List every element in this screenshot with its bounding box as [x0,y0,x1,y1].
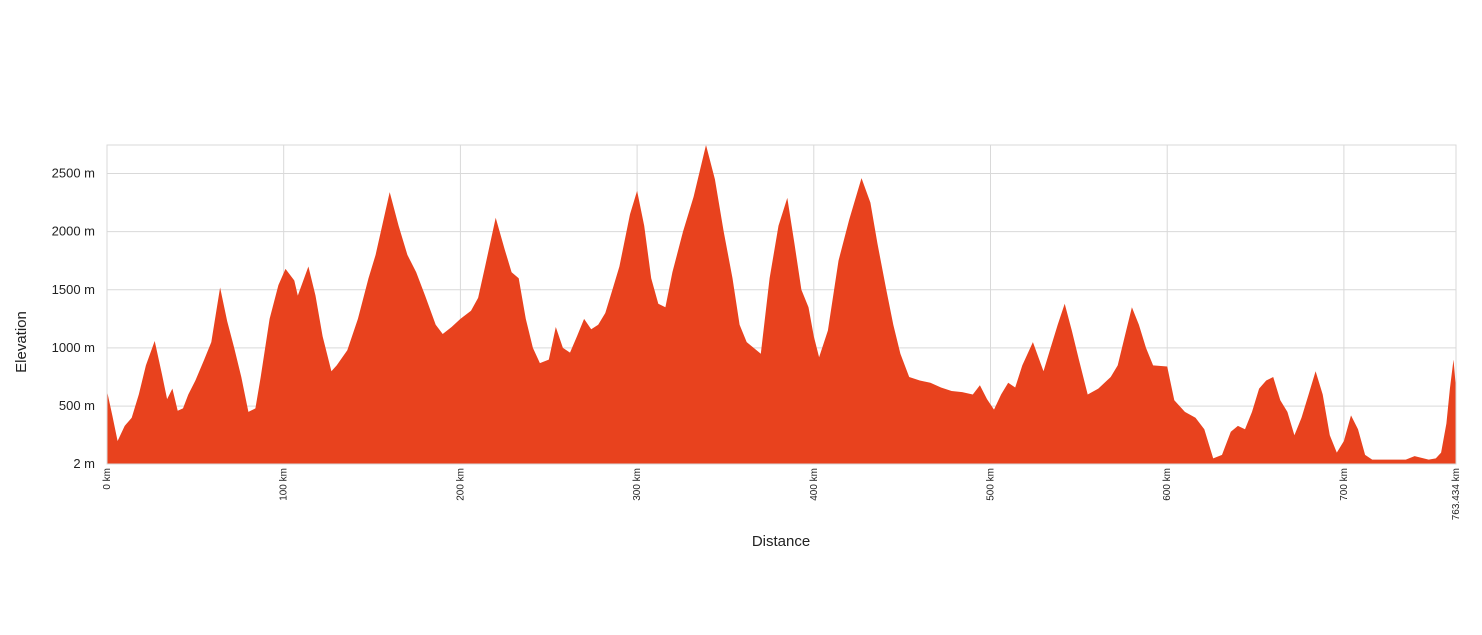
x-tick-label: 100 km [279,468,290,501]
x-axis-ticks: 0 km 100 km 200 km 300 km 400 km 500 km 600 km… [102,468,1462,520]
elevation-area [107,145,1456,464]
y-tick-label: 1000 m [52,340,95,355]
x-tick-label: 200 km [455,468,466,501]
y-tick-label: 2 m [73,456,95,471]
y-tick-label: 2500 m [52,165,95,180]
y-tick-label: 2000 m [52,224,95,239]
x-tick-label: 0 km [102,468,113,490]
x-tick-label: 600 km [1162,468,1173,501]
x-tick-label: 700 km [1339,468,1350,501]
x-axis-title: Distance [752,533,810,550]
plot-frame [106,144,1457,465]
y-tick-label: 1500 m [52,282,95,297]
x-tick-label: 500 km [986,468,997,501]
y-tick-label: 500 m [59,398,95,413]
x-tick-label: 400 km [809,468,820,501]
y-axis-title: Elevation [13,311,30,373]
y-axis-ticks: 2 m 500 m 1000 m 1500 m 2000 m 2500 m [52,165,95,471]
x-tick-label: 300 km [632,468,643,501]
x-tick-label: 763.434 km [1451,468,1462,520]
